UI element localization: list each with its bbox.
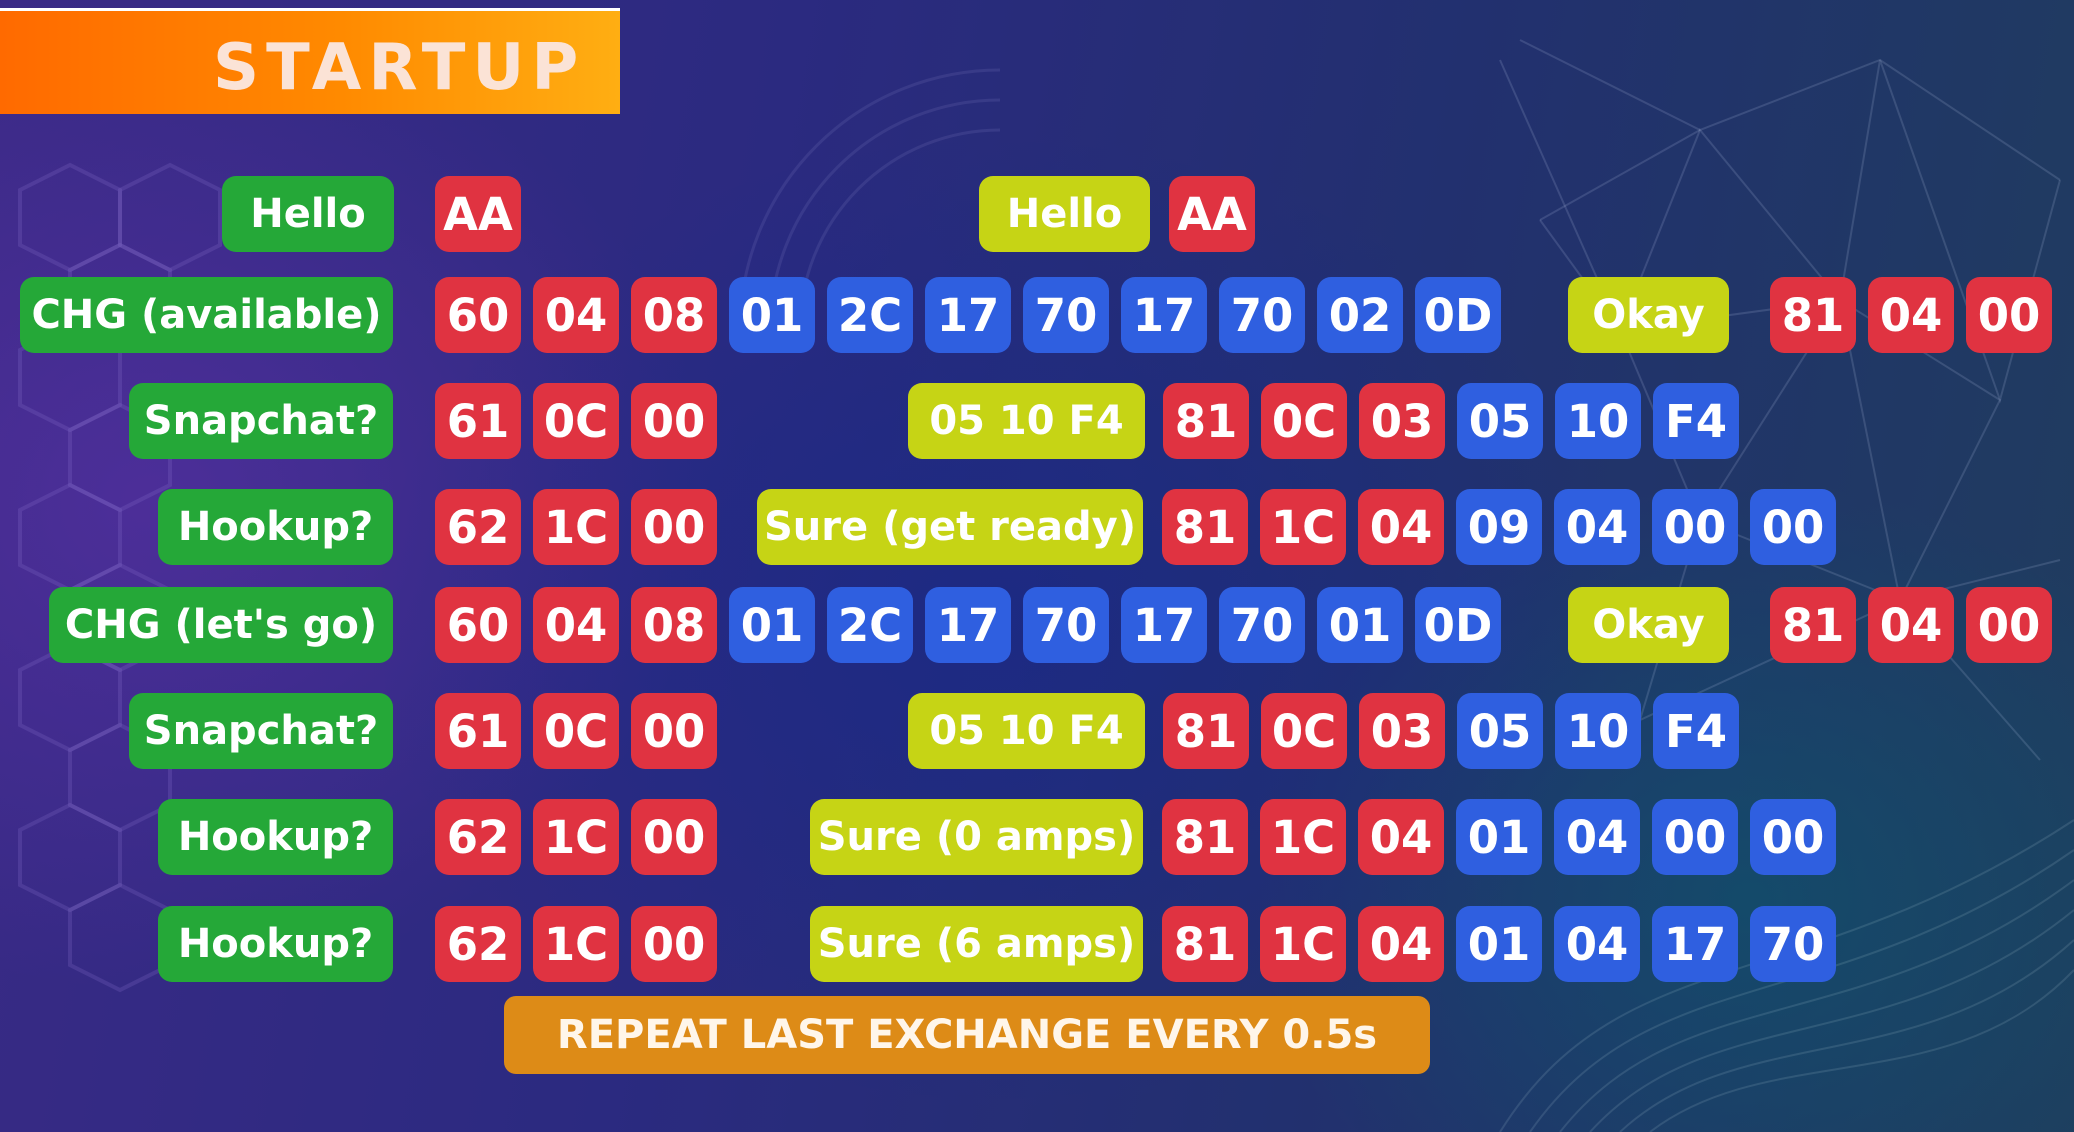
request-byte: 70	[1219, 277, 1305, 353]
request-byte: 00	[631, 799, 717, 875]
response-label: Sure (6 amps)	[810, 906, 1143, 982]
request-byte: 0C	[533, 693, 619, 769]
response-byte: 81	[1162, 906, 1248, 982]
request-byte: 00	[631, 906, 717, 982]
repeat-note: REPEAT LAST EXCHANGE EVERY 0.5s	[504, 996, 1430, 1074]
request-byte: 1C	[533, 489, 619, 565]
request-label: Hookup?	[158, 489, 393, 565]
response-byte: 04	[1554, 489, 1640, 565]
response-byte: F4	[1653, 693, 1739, 769]
request-byte: 2C	[827, 277, 913, 353]
request-byte: 17	[925, 277, 1011, 353]
request-label: CHG (available)	[20, 277, 393, 353]
response-byte: 05	[1457, 693, 1543, 769]
response-byte: 01	[1456, 799, 1542, 875]
request-byte: 00	[631, 693, 717, 769]
request-label: Hello	[222, 176, 394, 252]
response-byte: 04	[1554, 799, 1640, 875]
request-byte: 70	[1219, 587, 1305, 663]
request-byte: 01	[729, 587, 815, 663]
response-byte: 81	[1770, 587, 1856, 663]
request-byte: 1C	[533, 906, 619, 982]
request-byte: 01	[1317, 587, 1403, 663]
response-byte: 10	[1555, 383, 1641, 459]
response-byte: 00	[1652, 489, 1738, 565]
response-byte: 70	[1750, 906, 1836, 982]
request-byte: 1C	[533, 799, 619, 875]
request-byte: 17	[1121, 587, 1207, 663]
request-byte: 17	[1121, 277, 1207, 353]
response-byte: 04	[1358, 799, 1444, 875]
request-byte: 08	[631, 277, 717, 353]
response-byte: 00	[1966, 587, 2052, 663]
request-byte: 70	[1023, 277, 1109, 353]
response-byte: 81	[1163, 383, 1249, 459]
response-label: Sure (get ready)	[757, 489, 1143, 565]
response-byte: 01	[1456, 906, 1542, 982]
response-byte: 04	[1358, 489, 1444, 565]
request-byte: 62	[435, 799, 521, 875]
response-byte: 81	[1163, 693, 1249, 769]
request-byte: 0D	[1415, 277, 1501, 353]
response-byte: 00	[1652, 799, 1738, 875]
response-label: Sure (0 amps)	[810, 799, 1143, 875]
request-byte: 00	[631, 489, 717, 565]
response-byte: 81	[1162, 489, 1248, 565]
request-byte: 0D	[1415, 587, 1501, 663]
response-byte: 03	[1359, 693, 1445, 769]
request-byte: 60	[435, 277, 521, 353]
request-byte: 70	[1023, 587, 1109, 663]
response-byte: 1C	[1260, 799, 1346, 875]
response-byte: 04	[1868, 587, 1954, 663]
response-byte: 04	[1358, 906, 1444, 982]
response-byte: F4	[1653, 383, 1739, 459]
response-byte: 09	[1456, 489, 1542, 565]
response-byte: 81	[1162, 799, 1248, 875]
request-label: Snapchat?	[129, 693, 393, 769]
response-label: Okay	[1568, 277, 1729, 353]
request-label: Snapchat?	[129, 383, 393, 459]
request-byte: 62	[435, 906, 521, 982]
request-label: Hookup?	[158, 906, 393, 982]
response-byte: 81	[1770, 277, 1856, 353]
response-byte: 0C	[1261, 693, 1347, 769]
response-byte: 03	[1359, 383, 1445, 459]
response-byte: 00	[1750, 489, 1836, 565]
response-byte: 04	[1868, 277, 1954, 353]
response-byte: AA	[1169, 176, 1255, 252]
request-byte: 04	[533, 277, 619, 353]
request-byte: 60	[435, 587, 521, 663]
request-byte: 62	[435, 489, 521, 565]
request-byte: 61	[435, 693, 521, 769]
request-label: Hookup?	[158, 799, 393, 875]
response-byte: 17	[1652, 906, 1738, 982]
request-label: CHG (let's go)	[49, 587, 393, 663]
response-label: Hello	[979, 176, 1150, 252]
request-byte: 02	[1317, 277, 1403, 353]
response-byte: 0C	[1261, 383, 1347, 459]
response-byte: 10	[1555, 693, 1641, 769]
response-byte: 00	[1966, 277, 2052, 353]
response-label: 05 10 F4	[908, 693, 1145, 769]
response-byte: 04	[1554, 906, 1640, 982]
page-title: STARTUP	[213, 31, 586, 105]
response-label: Okay	[1568, 587, 1729, 663]
response-byte: 1C	[1260, 489, 1346, 565]
request-byte: 61	[435, 383, 521, 459]
response-label: 05 10 F4	[908, 383, 1145, 459]
request-byte: AA	[435, 176, 521, 252]
request-byte: 01	[729, 277, 815, 353]
request-byte: 2C	[827, 587, 913, 663]
request-byte: 17	[925, 587, 1011, 663]
request-byte: 00	[631, 383, 717, 459]
request-byte: 04	[533, 587, 619, 663]
title-banner: STARTUP	[0, 8, 620, 114]
request-byte: 08	[631, 587, 717, 663]
response-byte: 00	[1750, 799, 1836, 875]
request-byte: 0C	[533, 383, 619, 459]
response-byte: 1C	[1260, 906, 1346, 982]
response-byte: 05	[1457, 383, 1543, 459]
